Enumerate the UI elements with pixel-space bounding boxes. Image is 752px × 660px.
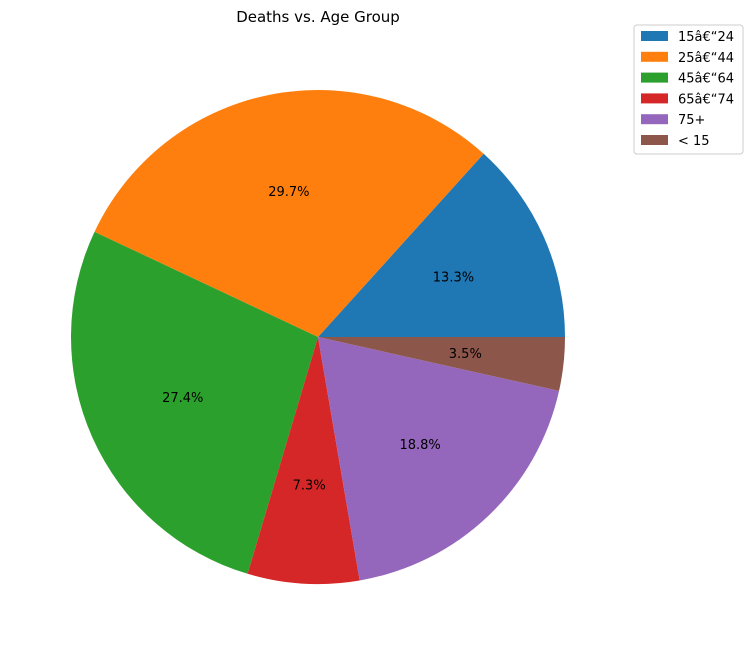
- pie-slice: [71, 231, 319, 574]
- pie-percent-label: 3.5%: [449, 347, 482, 362]
- legend-swatch: [641, 93, 668, 104]
- pie-percent-label: 13.3%: [433, 270, 474, 285]
- legend-label: 75+: [678, 113, 705, 128]
- legend-label: 15â€“24: [678, 30, 734, 45]
- pie-slice: [318, 153, 565, 337]
- pie-slices: [71, 90, 565, 584]
- pie-percent-label: 29.7%: [268, 185, 309, 200]
- pie-percent-labels: 13.3% 29.7% 27.4% 7.3% 18.8% 3.5%: [162, 185, 482, 493]
- legend-label: 65â€“74: [678, 92, 734, 107]
- legend-swatch: [641, 51, 668, 62]
- legend-label: < 15: [678, 134, 710, 149]
- pie-slice: [247, 337, 360, 584]
- legend-swatch: [641, 135, 668, 145]
- legend-swatch: [641, 31, 668, 41]
- legend-swatch: [641, 72, 668, 83]
- legend: 15â€“24 25â€“44 45â€“64 65â€“74 75+ < 15: [633, 24, 744, 155]
- pie-slice: [94, 90, 484, 337]
- pie-slice: [318, 337, 565, 391]
- legend-swatch: [641, 114, 668, 125]
- chart-title: Deaths vs. Age Group: [236, 8, 400, 26]
- pie-percent-label: 27.4%: [162, 391, 203, 406]
- pie-slice: [318, 337, 560, 581]
- legend-label: 45â€“64: [678, 72, 734, 87]
- pie-percent-label: 7.3%: [293, 478, 326, 493]
- pie-percent-label: 18.8%: [399, 438, 440, 453]
- legend-label: 25â€“44: [678, 51, 734, 66]
